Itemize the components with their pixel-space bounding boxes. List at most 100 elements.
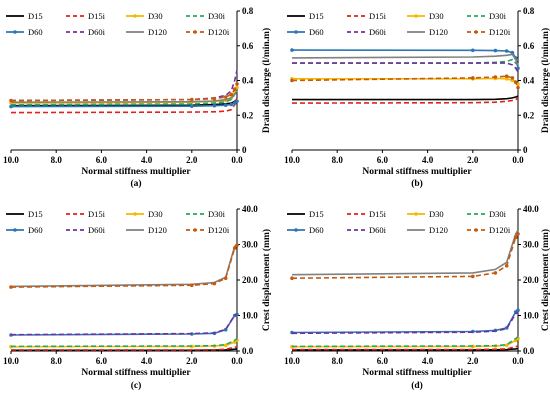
legend-marker-d60 [294,228,298,232]
x-tick-label: 6.0 [377,155,389,165]
series-line-d15i [291,97,519,104]
legend-label-d30i: D30i [208,209,226,219]
y-tick-label: 0 [242,145,247,155]
x-axis-label: Normal stiffness multiplier [362,368,472,378]
y-tick-label: 0.2 [242,110,254,120]
legend-label-d60: D60 [309,225,324,235]
data-point-d120i [9,285,13,289]
legend-label-d15i: D15i [88,209,106,219]
data-point-d120i [516,232,520,236]
panel-label: (c) [131,380,142,391]
legend-marker-d60 [294,30,298,34]
legend-marker-d120i [193,228,197,232]
data-point-d60 [510,50,515,55]
y-tick-label: 30.0 [242,240,258,250]
series-line-d60i [291,311,519,335]
data-point-d60 [290,48,294,52]
y-tick-label: 0.0 [523,346,535,356]
y-tick-label: 0 [523,145,528,155]
x-tick-label: 4.0 [141,356,153,366]
legend-label-d15: D15 [309,11,324,21]
legend-label-d60i: D60i [88,225,106,235]
x-tick-label: 0.0 [512,356,524,366]
x-tick-label: 0.0 [231,356,243,366]
legend-marker-d60 [13,30,17,34]
data-point-d60 [190,104,194,108]
y-axis-label: Crest displacement (mm) [540,229,550,331]
legend-label-d30i: D30i [489,209,507,219]
legend-marker-d120i [474,30,478,34]
y-tick-label: 30.0 [523,240,539,250]
y-tick-label: 0.8 [523,6,535,16]
data-point-d120i [212,96,217,101]
y-tick-label: 0.6 [242,41,254,51]
legend-label-d15: D15 [28,11,43,21]
series-line-d60i [10,69,238,102]
panel-label: (b) [411,178,423,189]
series-line-d120 [291,53,519,66]
legend-label-d15: D15 [28,209,43,219]
y-tick-label: 20.0 [523,275,539,285]
series-line-d60i [10,313,238,336]
data-point-d30 [504,343,509,348]
x-tick-label: 8.0 [332,356,344,366]
data-point-d120i [516,85,520,90]
data-point-d120i [493,271,498,275]
x-tick-label: 2.0 [186,155,198,165]
legend-label-d120: D120 [148,225,167,235]
series-line-d120i [291,233,519,279]
data-point-d30 [510,78,515,83]
legend-label-d15i: D15i [369,209,387,219]
data-point-d120i [235,82,239,86]
data-point-d30 [504,77,509,81]
legend-label-d60: D60 [309,27,324,37]
legend-label-d120: D120 [429,225,448,235]
data-point-d60 [212,103,217,108]
data-point-d120i [471,76,475,80]
data-point-d60 [493,48,498,53]
data-point-d60 [9,104,13,109]
legend-marker-d60 [13,228,17,232]
legend-marker-d120i [193,30,197,34]
data-point-d120i [513,80,518,84]
series-line-d120i [10,244,238,288]
y-tick-label: 40.0 [242,204,258,214]
y-tick-label: 0.4 [242,76,254,86]
legend-label-d60i: D60i [88,27,106,37]
data-point-d60 [516,308,520,313]
legend-label-d120: D120 [148,27,167,37]
legend-label-d30: D30 [429,209,444,219]
panel-label: (a) [130,178,141,189]
x-tick-label: 6.0 [377,356,389,366]
legend-label-d120i: D120i [489,225,511,235]
chart-panel-4: 0.0 10.0 20.0 30.0 40.0 10.0 8.0 6.0 4.0 2.0 0.0 No… [284,204,550,391]
data-point-d120i [504,74,509,78]
x-axis-label: Normal stiffness multiplier [81,368,191,378]
series-line-d60 [291,309,519,334]
data-point-d120i [504,264,509,268]
legend-label-d15: D15 [309,209,324,219]
data-point-d30 [223,343,228,348]
legend-marker-d30 [133,14,137,18]
legend-label-d15i: D15i [88,11,106,21]
chart-panel-2: 0 0.2 0.4 0.6 0.8 10.0 8.0 6.0 4.0 2.0 0.0 Normal s… [284,6,550,189]
chart-panel-3: 0.0 10.0 20.0 30.0 40.0 10.0 8.0 6.0 4.0 2.0 0.0 No… [3,204,272,391]
legend-label-d60: D60 [28,225,43,235]
data-point-d120i [190,97,194,102]
x-tick-label: 10.0 [3,356,19,366]
data-point-d120i [493,75,498,79]
data-point-d120i [235,243,239,247]
y-tick-label: 0.0 [242,346,254,356]
legend-label-d30: D30 [429,11,444,21]
y-tick-label: 0.4 [523,76,535,86]
legend-label-d120i: D120i [208,27,230,37]
x-tick-label: 6.0 [96,356,108,366]
series-line-d30i [291,336,519,348]
legend-label-d30: D30 [148,11,163,21]
data-point-d120i [223,276,228,281]
panel-label: (d) [411,380,423,391]
x-axis-label: Normal stiffness multiplier [362,167,472,177]
legend-label-d30: D30 [148,209,163,219]
legend-label-d60i: D60i [369,225,387,235]
